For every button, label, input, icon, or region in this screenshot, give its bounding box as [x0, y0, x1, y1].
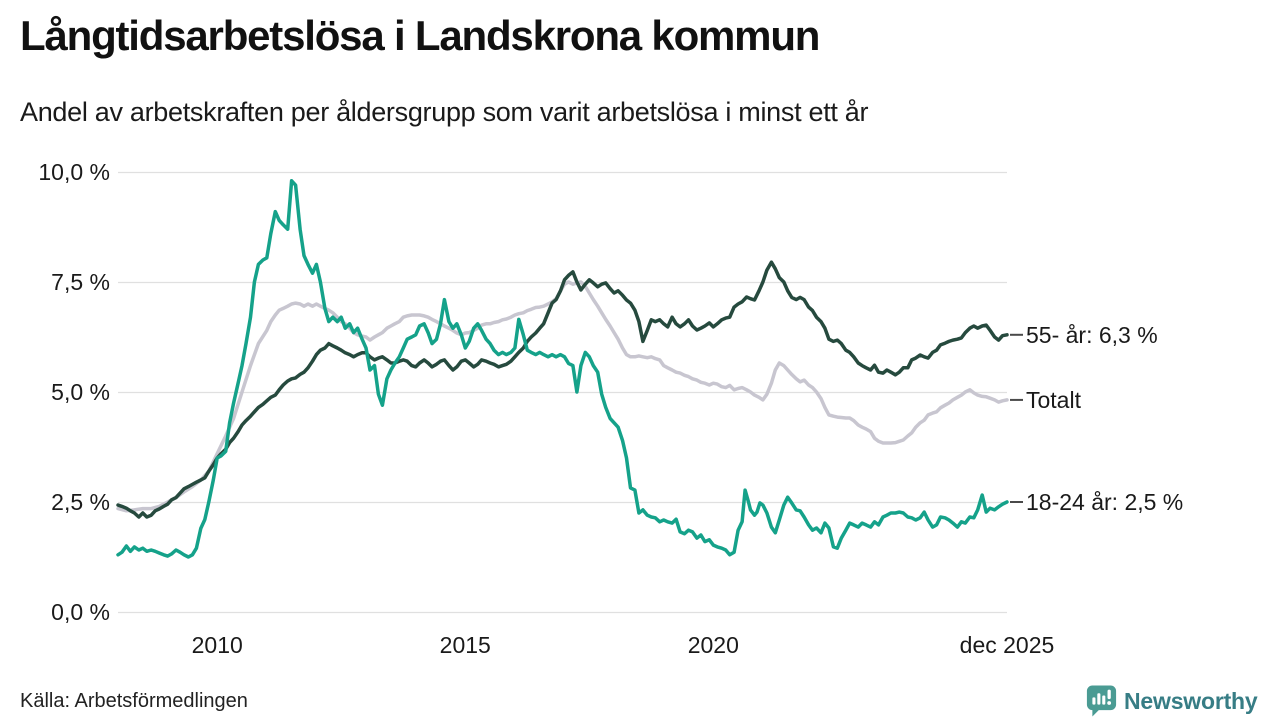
y-tick-label: 5,0 % — [51, 379, 110, 405]
series-label-totalt: Totalt — [1026, 386, 1081, 413]
brand-logo: Newsworthy — [1086, 684, 1258, 718]
newsworthy-bubble-chart-icon — [1086, 685, 1117, 717]
x-tick-label: 2020 — [687, 632, 739, 658]
y-tick-label: 10,0 % — [38, 159, 110, 185]
source-note: Källa: Arbetsförmedlingen — [20, 690, 248, 712]
series-label-55-r: 55- år: 6,3 % — [1026, 321, 1158, 348]
x-tick-label: dec 2025 — [959, 632, 1055, 658]
y-tick-label: 2,5 % — [51, 489, 110, 515]
x-tick-label: 2010 — [191, 632, 243, 658]
x-tick-label: 2015 — [439, 632, 491, 658]
brand-name: Newsworthy — [1124, 687, 1258, 714]
chart-subtitle: Andel av arbetskraften per åldersgrupp s… — [20, 97, 869, 127]
series-line-18-24-r — [116, 179, 1009, 559]
series-line-55-r — [116, 260, 1009, 519]
y-tick-label: 7,5 % — [51, 269, 110, 295]
y-tick-label: 0,0 % — [51, 599, 110, 625]
series-line-totalt — [116, 280, 1009, 513]
page-title: Långtidsarbetslösa i Landskrona kommun — [20, 12, 820, 59]
series-label-18-24-r: 18-24 år: 2,5 % — [1026, 489, 1184, 515]
